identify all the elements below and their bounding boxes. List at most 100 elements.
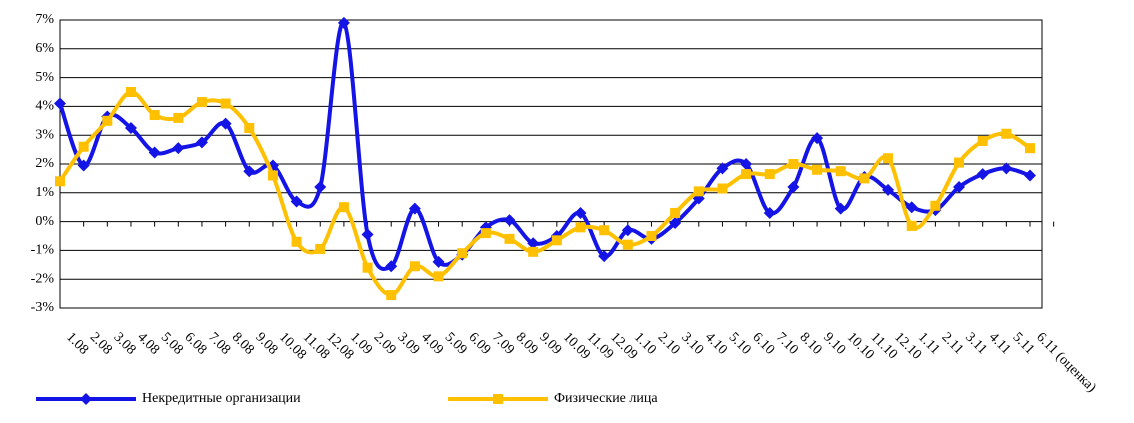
- y-tick-label: 3%: [35, 127, 54, 142]
- x-tick-label: 2.11: [939, 330, 967, 358]
- x-tick-label: 8.10: [797, 330, 825, 358]
- line: [58, 90, 1032, 298]
- marker: [906, 220, 917, 231]
- marker: [172, 142, 185, 155]
- marker: [834, 202, 847, 215]
- y-tick-label: 0%: [35, 214, 54, 229]
- x-tick-label: 5.08: [158, 330, 186, 358]
- marker: [1024, 169, 1036, 182]
- marker: [77, 159, 90, 172]
- x-tick-label: 11.08: [300, 330, 333, 363]
- marker: [148, 146, 161, 159]
- y-tick-label: -3%: [31, 300, 55, 315]
- marker: [741, 169, 752, 180]
- marker: [337, 16, 350, 29]
- x-tick-label: 3.08: [110, 330, 138, 358]
- marker: [528, 246, 539, 257]
- x-tick-label: 9.08: [252, 330, 280, 358]
- marker: [195, 136, 208, 149]
- x-tick-label: 7.08: [205, 330, 233, 358]
- x-tick-label: 1.08: [63, 330, 91, 358]
- marker: [788, 159, 799, 169]
- x-tick-label: 11.09: [584, 330, 617, 363]
- marker: [599, 225, 610, 236]
- marker: [740, 158, 753, 170]
- marker: [976, 168, 989, 181]
- marker: [149, 110, 160, 121]
- x-tick-label: 4.09: [418, 330, 446, 358]
- marker: [575, 222, 586, 233]
- marker: [102, 115, 113, 126]
- marker: [764, 169, 775, 180]
- x-tick-label: 4.08: [134, 330, 162, 358]
- y-tick-label: 4%: [35, 99, 54, 114]
- legend-label: Некредитные организации: [142, 391, 301, 406]
- x-tick-label: 6.09: [465, 330, 493, 358]
- marker: [1000, 162, 1013, 175]
- marker: [124, 122, 137, 134]
- marker: [883, 153, 894, 164]
- marker: [882, 183, 895, 196]
- y-tick-label: -1%: [31, 243, 55, 258]
- x-tick-label: 2.09: [371, 330, 399, 358]
- y-tick-label: 2%: [35, 156, 54, 171]
- marker: [716, 162, 729, 175]
- x-tick-label: 3.09: [394, 330, 422, 358]
- x-tick-label: 5.11: [1010, 330, 1038, 358]
- marker: [219, 117, 232, 130]
- x-tick-label: 8.09: [513, 330, 541, 358]
- marker: [290, 195, 303, 208]
- marker: [457, 248, 468, 259]
- x-tick-label: 5.10: [726, 330, 754, 358]
- marker: [646, 231, 657, 241]
- x-tick-label: 2.08: [87, 330, 115, 358]
- x-tick-label: 3.11: [962, 330, 990, 358]
- marker: [763, 206, 776, 219]
- y-tick-label: 5%: [35, 70, 54, 85]
- x-tick-label: 4.10: [702, 330, 730, 358]
- marker: [811, 132, 824, 145]
- marker: [244, 123, 255, 133]
- marker: [693, 186, 704, 197]
- marker: [291, 236, 302, 247]
- marker: [670, 207, 681, 218]
- marker: [859, 173, 870, 184]
- marker: [433, 271, 444, 282]
- marker: [787, 181, 800, 194]
- marker: [669, 217, 682, 230]
- marker: [267, 170, 278, 181]
- marker: [385, 260, 398, 273]
- marker: [527, 237, 540, 250]
- marker: [54, 97, 66, 110]
- marker: [504, 233, 515, 244]
- x-tick-label: 2.10: [655, 330, 683, 358]
- marker: [80, 393, 92, 405]
- marker: [243, 165, 256, 178]
- plot-border: [59, 19, 1043, 309]
- marker: [598, 250, 611, 263]
- x-tick-label: 9.09: [536, 330, 564, 358]
- marker: [409, 261, 420, 272]
- x-tick-label: 7.10: [773, 330, 801, 358]
- marker: [621, 224, 634, 237]
- x-tick-label: 5.09: [442, 330, 470, 358]
- marker: [574, 206, 587, 219]
- x-tick-label: 6.11 (оценка): [1033, 330, 1099, 396]
- marker: [1001, 128, 1012, 139]
- marker: [551, 235, 562, 246]
- marker: [55, 176, 65, 187]
- marker: [717, 183, 728, 194]
- marker: [835, 166, 846, 177]
- marker: [977, 135, 988, 146]
- marker: [386, 290, 397, 301]
- x-tick-label: 4.11: [986, 330, 1014, 358]
- marker: [905, 201, 918, 214]
- marker: [361, 228, 374, 241]
- marker: [220, 98, 231, 109]
- y-tick-label: 7%: [35, 12, 54, 27]
- x-tick-label: 8.08: [229, 330, 257, 358]
- marker: [338, 202, 349, 213]
- marker: [622, 239, 633, 250]
- marker: [362, 262, 373, 273]
